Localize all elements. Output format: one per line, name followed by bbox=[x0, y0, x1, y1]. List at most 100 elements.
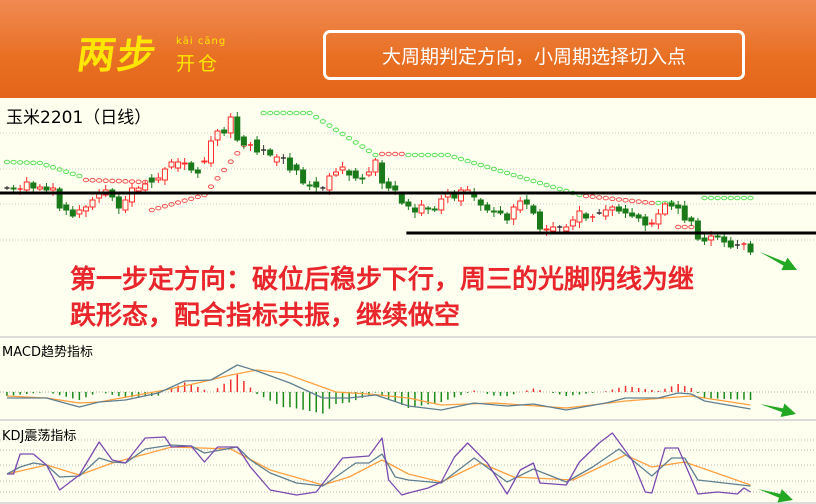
sar-dot bbox=[490, 166, 498, 172]
candle-body bbox=[313, 181, 320, 188]
sar-dot bbox=[214, 176, 221, 181]
sar-dot bbox=[174, 200, 182, 205]
candle-body bbox=[497, 210, 504, 214]
sar-dot bbox=[17, 160, 24, 165]
sar-dot bbox=[398, 151, 405, 157]
sar-dot bbox=[378, 151, 386, 157]
sar-dot bbox=[109, 178, 116, 184]
sar-dot bbox=[319, 119, 326, 124]
candle-body bbox=[194, 169, 201, 174]
sar-dot bbox=[655, 200, 662, 206]
sar-dot bbox=[300, 110, 307, 116]
sar-dot bbox=[280, 110, 287, 116]
candle-body bbox=[721, 236, 728, 243]
candle-body bbox=[168, 161, 175, 168]
sar-dot bbox=[701, 195, 708, 201]
sar-dot bbox=[550, 184, 557, 190]
candle-body bbox=[655, 213, 662, 225]
sar-dot bbox=[56, 167, 63, 172]
candle-body bbox=[385, 181, 392, 189]
candle-body bbox=[181, 162, 188, 165]
sar-dot bbox=[556, 186, 563, 192]
candle-body bbox=[161, 168, 168, 181]
sar-dot bbox=[181, 198, 188, 203]
sar-dot bbox=[155, 205, 162, 211]
sar-dot bbox=[89, 177, 96, 183]
sar-dot bbox=[227, 159, 234, 164]
candle-body bbox=[36, 186, 43, 190]
candle-body bbox=[688, 217, 695, 222]
candle-body bbox=[583, 213, 590, 219]
candle-body bbox=[234, 116, 241, 141]
sar-dot bbox=[543, 182, 550, 188]
candle-body bbox=[431, 208, 438, 211]
candle-body bbox=[267, 149, 274, 156]
sar-dot bbox=[648, 200, 655, 206]
candle-body bbox=[207, 140, 214, 164]
sar-dot bbox=[207, 184, 215, 189]
sar-dot bbox=[385, 151, 392, 157]
sar-dot bbox=[128, 179, 136, 184]
sar-dot bbox=[418, 152, 425, 158]
candle-body bbox=[569, 219, 576, 227]
sar-dot bbox=[523, 176, 530, 182]
macd-panel-title: MACD趋势指标 bbox=[2, 345, 93, 360]
candle-body bbox=[708, 235, 715, 241]
sar-dot bbox=[260, 110, 267, 116]
candle-body bbox=[326, 175, 333, 191]
candle-body bbox=[254, 139, 261, 153]
price-chart-title: 玉米2201（日线） bbox=[6, 108, 152, 128]
candle-body bbox=[662, 203, 668, 215]
candle-body bbox=[188, 162, 195, 171]
sar-dot bbox=[734, 195, 741, 201]
candle-body bbox=[701, 237, 708, 242]
macd-down-arrow-icon bbox=[760, 403, 796, 417]
candle-body bbox=[148, 177, 155, 183]
sar-dot bbox=[234, 151, 241, 156]
header-title: 大周期判定方向，小周期选择切入点 bbox=[381, 45, 686, 68]
candle-body bbox=[76, 209, 83, 215]
sar-dot bbox=[615, 197, 623, 202]
sar-dot bbox=[188, 196, 195, 202]
sar-dot bbox=[30, 160, 37, 166]
candle-body bbox=[155, 177, 162, 181]
candle-body bbox=[300, 169, 307, 184]
sar-dot bbox=[464, 158, 471, 164]
candle-body bbox=[214, 130, 221, 141]
sar-dot bbox=[273, 110, 280, 116]
candle-body bbox=[477, 199, 484, 206]
candle-body bbox=[747, 243, 754, 253]
candle-body bbox=[550, 226, 557, 232]
kdj-k-line bbox=[6, 444, 751, 487]
header-title-box: 大周期判定方向，小周期选择切入点 bbox=[323, 30, 745, 80]
sar-dot bbox=[221, 167, 228, 173]
candle-body bbox=[484, 204, 491, 211]
candle-body bbox=[82, 206, 89, 212]
candle-body bbox=[240, 136, 247, 146]
candle-body bbox=[175, 161, 182, 169]
candle-body bbox=[142, 183, 149, 191]
sar-dot bbox=[168, 202, 175, 207]
candle-body bbox=[714, 235, 721, 238]
sar-dot bbox=[194, 194, 201, 200]
candle-body bbox=[681, 205, 688, 221]
candle-body bbox=[425, 207, 432, 210]
candle-body bbox=[333, 171, 339, 176]
candle-body bbox=[668, 202, 675, 207]
sar-dot bbox=[115, 178, 122, 184]
logo-text: 两步 bbox=[74, 32, 161, 77]
sar-dot bbox=[596, 195, 603, 200]
sar-dot bbox=[510, 172, 517, 178]
candle-body bbox=[418, 204, 425, 214]
sar-dot bbox=[635, 199, 642, 204]
sar-dot bbox=[714, 195, 721, 201]
candle-body bbox=[89, 199, 96, 208]
sar-dot bbox=[609, 196, 616, 202]
sar-dot bbox=[497, 168, 504, 174]
sar-dot bbox=[471, 160, 478, 166]
candle-body bbox=[30, 182, 37, 189]
sar-dot bbox=[582, 193, 590, 199]
candle-body bbox=[675, 204, 682, 209]
candle-body bbox=[339, 166, 346, 171]
sar-dot bbox=[339, 131, 346, 137]
